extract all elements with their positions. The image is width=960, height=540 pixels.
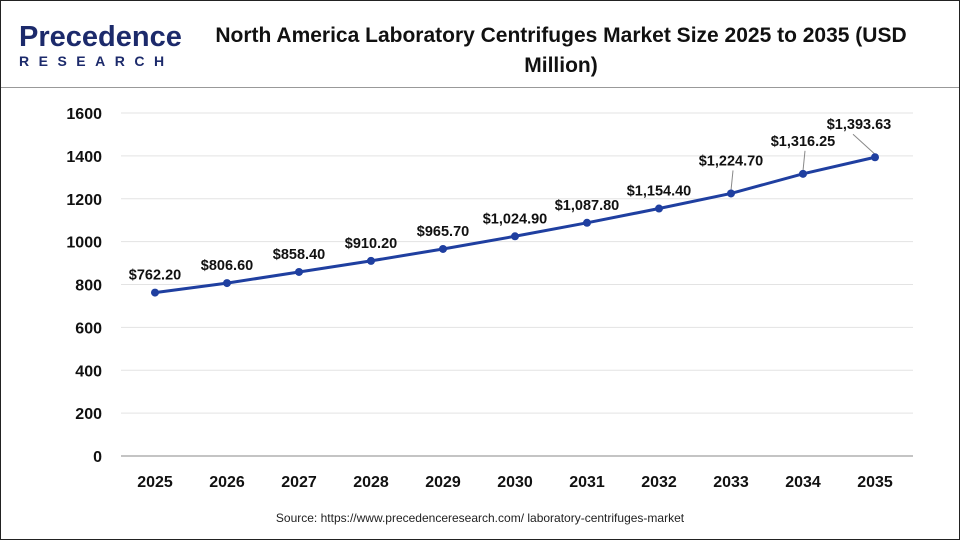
y-tick-label: 0	[93, 449, 102, 466]
data-label: $1,087.80	[555, 198, 620, 214]
data-point	[295, 267, 303, 276]
y-tick-label: 1400	[66, 149, 102, 166]
data-point	[151, 288, 159, 297]
chart-title: North America Laboratory Centrifuges Mar…	[215, 24, 907, 77]
header-divider	[1, 87, 959, 88]
data-label: $762.20	[129, 268, 181, 284]
x-tick-label: 2028	[353, 474, 389, 491]
leader-line	[730, 170, 734, 191]
source-note: Source: https://www.precedenceresearch.c…	[275, 511, 685, 525]
data-label: $910.20	[345, 236, 397, 252]
y-tick-label: 800	[75, 278, 102, 295]
leader-line	[802, 150, 806, 171]
y-tick-label: 600	[75, 320, 102, 337]
data-point	[367, 256, 375, 265]
y-tick-label: 1200	[66, 192, 102, 209]
data-label: $965.70	[417, 224, 469, 240]
data-point	[223, 279, 231, 288]
x-tick-label: 2034	[785, 474, 821, 491]
logo-line2: RESEARCH	[19, 53, 174, 69]
data-label: $1,024.90	[483, 211, 548, 227]
y-tick-label: 1600	[66, 106, 102, 123]
x-tick-label: 2031	[569, 474, 605, 491]
x-tick-label: 2033	[713, 474, 749, 491]
data-point	[511, 232, 519, 241]
x-tick-label: 2029	[425, 474, 461, 491]
data-label: $858.40	[273, 247, 325, 263]
data-point	[727, 189, 735, 198]
data-point	[655, 204, 663, 213]
x-tick-label: 2027	[281, 474, 317, 491]
x-tick-label: 2026	[209, 474, 245, 491]
data-label: $1,224.70	[699, 153, 764, 169]
logo: Precedence RESEARCH	[19, 21, 182, 70]
data-point	[871, 153, 879, 162]
leader-line	[852, 133, 876, 155]
x-tick-label: 2032	[641, 474, 677, 491]
x-tick-label: 2035	[857, 474, 893, 491]
data-label: $1,316.25	[771, 134, 836, 150]
data-label: $806.60	[201, 258, 253, 274]
logo-line1: Precedence	[19, 21, 182, 53]
data-point	[799, 169, 807, 178]
y-tick-label: 200	[75, 406, 102, 423]
x-tick-label: 2025	[137, 474, 173, 491]
x-tick-label: 2030	[497, 474, 533, 491]
data-point	[583, 218, 591, 227]
data-label: $1,154.40	[627, 184, 692, 200]
y-tick-label: 400	[75, 363, 102, 380]
data-label: $1,393.63	[827, 117, 892, 133]
y-tick-label: 1000	[66, 235, 102, 252]
data-point	[439, 244, 447, 253]
